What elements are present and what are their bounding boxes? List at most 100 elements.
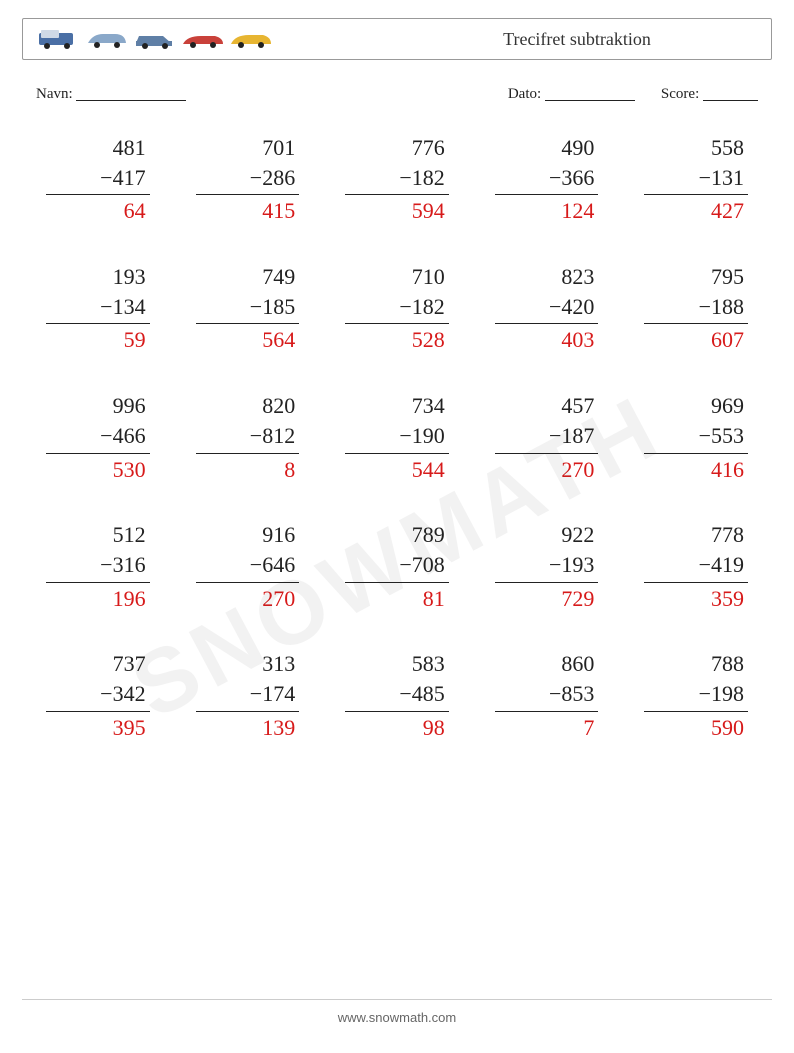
subtrahend-value: 485 — [412, 681, 445, 706]
footer-text: www.snowmath.com — [338, 1010, 456, 1025]
subtrahend-value: 417 — [113, 165, 146, 190]
minuend: 788 — [644, 649, 748, 679]
subtrahend: −419 — [644, 550, 748, 583]
subtrahend: −193 — [495, 550, 599, 583]
answer: 270 — [196, 583, 300, 614]
subtrahend: −134 — [46, 292, 150, 325]
minuend: 996 — [46, 391, 150, 421]
minus-sign: − — [100, 423, 112, 448]
minus-sign: − — [399, 165, 411, 190]
minuend: 313 — [196, 649, 300, 679]
minuend: 583 — [345, 649, 449, 679]
subtrahend: −342 — [46, 679, 150, 712]
minuend: 776 — [345, 133, 449, 163]
minuend: 749 — [196, 262, 300, 292]
minuend: 734 — [345, 391, 449, 421]
subtrahend-value: 182 — [412, 165, 445, 190]
subtrahend-value: 853 — [561, 681, 594, 706]
minus-sign: − — [250, 294, 262, 319]
subtrahend: −188 — [644, 292, 748, 325]
subtrahend-value: 553 — [711, 423, 744, 448]
answer: 359 — [644, 583, 748, 614]
minus-sign: − — [549, 294, 561, 319]
subtraction-problem: 313−174139 — [196, 649, 300, 742]
minus-sign: − — [399, 552, 411, 577]
subtraction-problem: 823−420403 — [495, 262, 599, 355]
date-blank[interactable] — [545, 87, 635, 101]
minuend: 481 — [46, 133, 150, 163]
answer: 544 — [345, 454, 449, 485]
answer: 528 — [345, 324, 449, 355]
answer: 7 — [495, 712, 599, 743]
answer: 530 — [46, 454, 150, 485]
subtrahend: −131 — [644, 163, 748, 196]
minus-sign: − — [549, 681, 561, 706]
minus-sign: − — [250, 681, 262, 706]
subtrahend: −187 — [495, 421, 599, 454]
minus-sign: − — [250, 552, 262, 577]
car-icon — [85, 30, 129, 50]
subtrahend: −182 — [345, 163, 449, 196]
minuend: 193 — [46, 262, 150, 292]
subtrahend: −420 — [495, 292, 599, 325]
answer: 98 — [345, 712, 449, 743]
subtrahend-value: 708 — [412, 552, 445, 577]
minuend: 710 — [345, 262, 449, 292]
subtrahend-value: 185 — [262, 294, 295, 319]
subtraction-problem: 789−70881 — [345, 520, 449, 613]
answer: 59 — [46, 324, 150, 355]
name-blank[interactable] — [76, 87, 186, 101]
car-icon — [229, 32, 273, 50]
subtraction-problem: 996−466530 — [46, 391, 150, 484]
answer: 607 — [644, 324, 748, 355]
subtraction-problem: 916−646270 — [196, 520, 300, 613]
car-icon — [133, 30, 177, 50]
subtrahend: −174 — [196, 679, 300, 712]
answer: 427 — [644, 195, 748, 226]
minus-sign: − — [549, 423, 561, 448]
subtraction-problem: 778−419359 — [644, 520, 748, 613]
subtrahend-value: 812 — [262, 423, 295, 448]
subtrahend: −466 — [46, 421, 150, 454]
subtrahend: −812 — [196, 421, 300, 454]
subtrahend: −553 — [644, 421, 748, 454]
subtrahend: −708 — [345, 550, 449, 583]
subtrahend-value: 342 — [113, 681, 146, 706]
answer: 139 — [196, 712, 300, 743]
footer: www.snowmath.com — [22, 999, 772, 1025]
subtrahend: −485 — [345, 679, 449, 712]
car-icon — [181, 32, 225, 50]
page-title: Trecifret subtraktion — [397, 29, 757, 50]
car-icon — [37, 28, 81, 50]
score-blank[interactable] — [703, 87, 758, 101]
subtrahend: −646 — [196, 550, 300, 583]
subtrahend-value: 182 — [412, 294, 445, 319]
answer: 594 — [345, 195, 449, 226]
answer: 196 — [46, 583, 150, 614]
minuend: 737 — [46, 649, 150, 679]
minuend: 778 — [644, 520, 748, 550]
answer: 415 — [196, 195, 300, 226]
subtraction-problem: 820−8128 — [196, 391, 300, 484]
name-label: Navn: — [36, 86, 73, 102]
subtraction-problem: 583−48598 — [345, 649, 449, 742]
minus-sign: − — [250, 423, 262, 448]
minus-sign: − — [549, 552, 561, 577]
subtrahend-value: 174 — [262, 681, 295, 706]
subtrahend-value: 134 — [113, 294, 146, 319]
minuend: 823 — [495, 262, 599, 292]
subtrahend-value: 188 — [711, 294, 744, 319]
subtraction-problem: 481−41764 — [46, 133, 150, 226]
answer: 395 — [46, 712, 150, 743]
minuend: 789 — [345, 520, 449, 550]
minus-sign: − — [399, 681, 411, 706]
car-icons — [37, 28, 273, 50]
minuend: 457 — [495, 391, 599, 421]
minus-sign: − — [100, 165, 112, 190]
subtraction-problem: 701−286415 — [196, 133, 300, 226]
subtraction-problem: 969−553416 — [644, 391, 748, 484]
subtrahend-value: 187 — [561, 423, 594, 448]
subtrahend-value: 366 — [561, 165, 594, 190]
subtraction-problem: 749−185564 — [196, 262, 300, 355]
answer: 403 — [495, 324, 599, 355]
